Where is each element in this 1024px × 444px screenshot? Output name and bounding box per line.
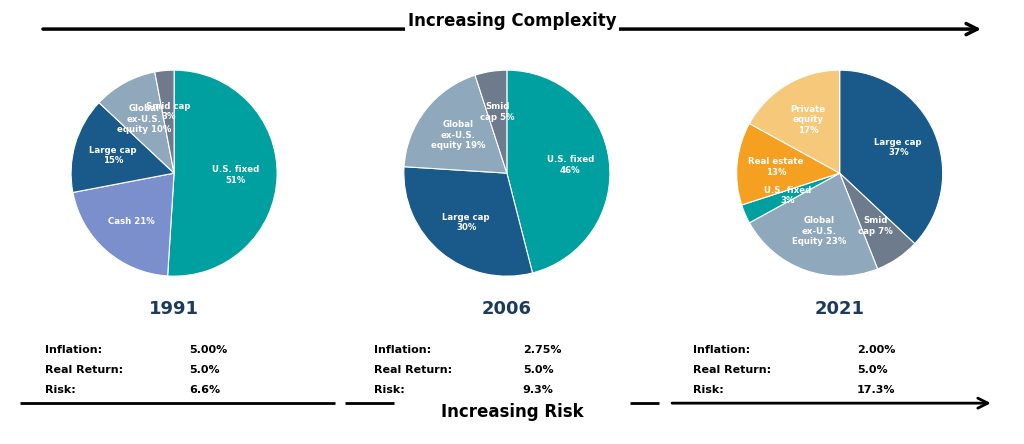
Wedge shape xyxy=(155,70,174,173)
Wedge shape xyxy=(736,123,840,205)
Wedge shape xyxy=(507,70,610,273)
Text: Increasing Risk: Increasing Risk xyxy=(440,403,584,421)
Text: Global
ex-U.S.
equity 19%: Global ex-U.S. equity 19% xyxy=(431,120,485,150)
Text: Smid
cap 7%: Smid cap 7% xyxy=(858,216,893,236)
Text: Private
equity
17%: Private equity 17% xyxy=(791,105,825,135)
Text: Large cap
30%: Large cap 30% xyxy=(442,213,489,232)
Wedge shape xyxy=(750,70,840,173)
Text: Inflation:: Inflation: xyxy=(693,345,751,355)
Text: Inflation:: Inflation: xyxy=(374,345,431,355)
Text: Large cap
15%: Large cap 15% xyxy=(89,146,136,165)
Text: 17.3%: 17.3% xyxy=(857,385,896,395)
Wedge shape xyxy=(475,70,507,173)
Wedge shape xyxy=(840,70,943,244)
Text: U.S. fixed
51%: U.S. fixed 51% xyxy=(212,166,259,185)
Text: Inflation:: Inflation: xyxy=(45,345,102,355)
Text: Smid
cap 5%: Smid cap 5% xyxy=(480,103,514,122)
Text: 1991: 1991 xyxy=(150,300,199,318)
Text: 5.0%: 5.0% xyxy=(857,365,888,375)
Text: 5.0%: 5.0% xyxy=(189,365,220,375)
Text: Risk:: Risk: xyxy=(45,385,76,395)
Text: 2.75%: 2.75% xyxy=(523,345,561,355)
Text: 5.00%: 5.00% xyxy=(189,345,227,355)
Wedge shape xyxy=(73,173,174,276)
Text: 6.6%: 6.6% xyxy=(189,385,220,395)
Wedge shape xyxy=(840,173,914,269)
Text: U.S. fixed
46%: U.S. fixed 46% xyxy=(547,155,594,175)
Text: 2.00%: 2.00% xyxy=(857,345,895,355)
Text: Cash 21%: Cash 21% xyxy=(109,217,156,226)
Wedge shape xyxy=(71,103,174,192)
Wedge shape xyxy=(168,70,278,276)
Text: Risk:: Risk: xyxy=(374,385,404,395)
Text: 2006: 2006 xyxy=(482,300,531,318)
Text: Increasing Complexity: Increasing Complexity xyxy=(408,12,616,30)
Text: Global
ex-U.S.
equity 10%: Global ex-U.S. equity 10% xyxy=(117,104,171,134)
Text: Smid cap
3%: Smid cap 3% xyxy=(146,102,190,121)
Text: U.S. fixed
3%: U.S. fixed 3% xyxy=(764,186,811,206)
Wedge shape xyxy=(403,166,532,276)
Wedge shape xyxy=(750,173,878,276)
Text: 9.3%: 9.3% xyxy=(523,385,554,395)
Text: Real Return:: Real Return: xyxy=(693,365,771,375)
Text: Real Return:: Real Return: xyxy=(45,365,123,375)
Text: 2021: 2021 xyxy=(815,300,864,318)
Wedge shape xyxy=(741,173,840,223)
Text: Risk:: Risk: xyxy=(693,385,724,395)
Text: Large cap
37%: Large cap 37% xyxy=(874,138,922,158)
Wedge shape xyxy=(99,72,174,173)
Text: Real estate
13%: Real estate 13% xyxy=(749,158,804,177)
Text: 5.0%: 5.0% xyxy=(523,365,553,375)
Text: Real Return:: Real Return: xyxy=(374,365,452,375)
Wedge shape xyxy=(404,75,507,173)
Text: Global
ex-U.S.
Equity 23%: Global ex-U.S. Equity 23% xyxy=(792,216,846,246)
